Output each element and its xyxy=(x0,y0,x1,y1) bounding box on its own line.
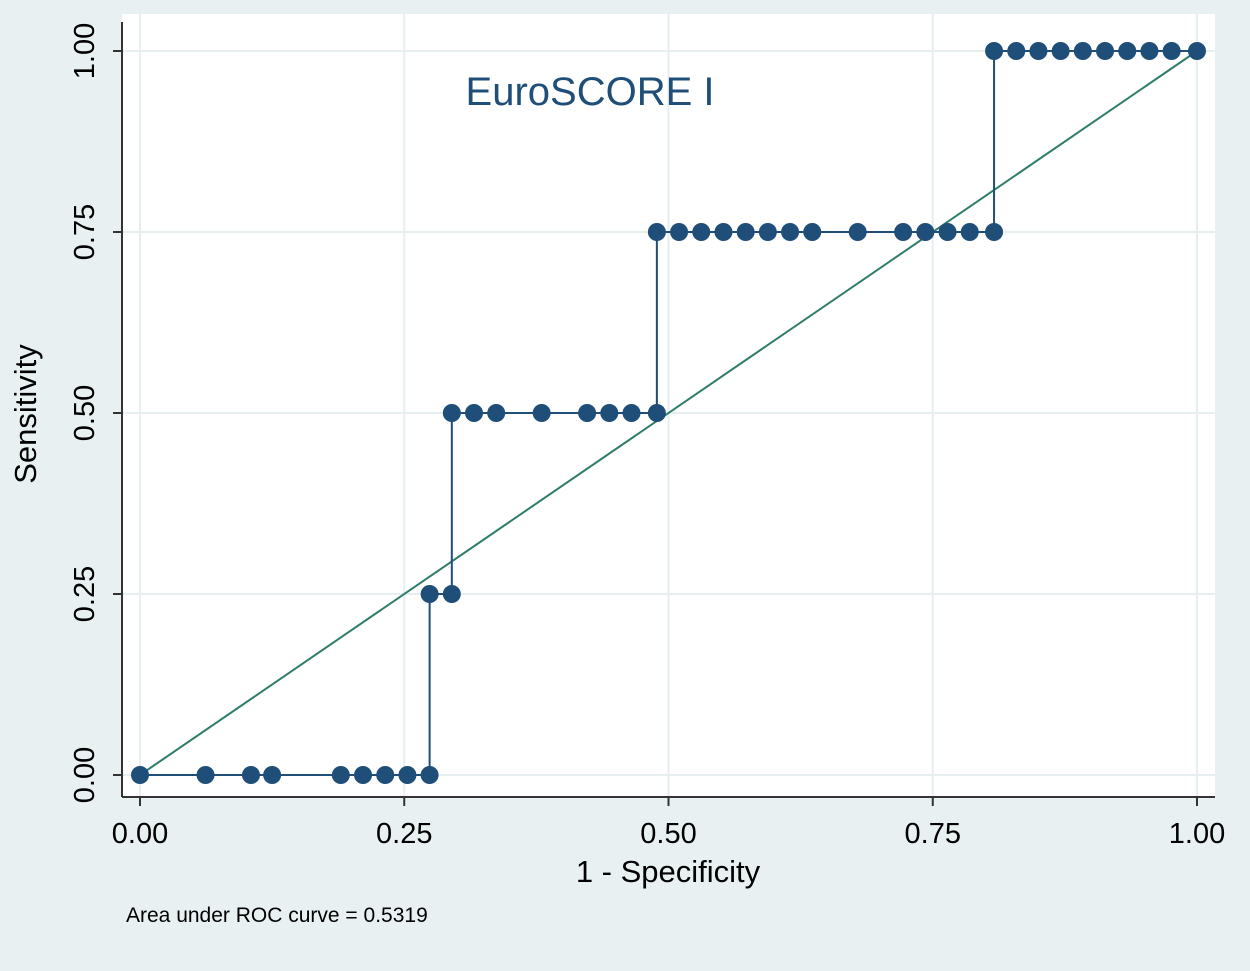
roc-point xyxy=(1051,42,1070,60)
x-tick-label: 0.25 xyxy=(376,818,432,850)
y-tick-label: 1.00 xyxy=(69,23,101,79)
roc-curve-group xyxy=(131,42,1206,784)
reference-line xyxy=(139,50,1198,776)
reference-line-group xyxy=(139,50,1198,776)
roc-point xyxy=(241,766,260,784)
roc-point xyxy=(1073,42,1092,60)
roc-point xyxy=(803,223,822,241)
x-tick-label: 0.75 xyxy=(905,818,961,850)
roc-point xyxy=(758,223,777,241)
roc-point xyxy=(736,223,755,241)
roc-point xyxy=(196,766,215,784)
roc-point xyxy=(960,223,979,241)
roc-point xyxy=(848,223,867,241)
roc-point xyxy=(985,42,1004,60)
y-tick-label: 0.00 xyxy=(69,747,101,803)
roc-point xyxy=(1007,42,1026,60)
roc-point xyxy=(1140,42,1159,60)
y-axis-label: Sensitivity xyxy=(8,344,43,484)
x-tick-label: 0.50 xyxy=(640,818,696,850)
roc-point xyxy=(622,404,641,422)
roc-point xyxy=(420,766,439,784)
roc-point xyxy=(938,223,957,241)
roc-point xyxy=(532,404,551,422)
roc-point xyxy=(263,766,282,784)
roc-point xyxy=(600,404,619,422)
chart-title-annotation: EuroSCORE I xyxy=(466,70,715,114)
roc-point xyxy=(442,585,461,603)
roc-point xyxy=(692,223,711,241)
x-tick-label: 1.00 xyxy=(1169,818,1225,850)
roc-point xyxy=(131,766,149,784)
x-axis-label: 1 - Specificity xyxy=(576,854,761,889)
roc-point xyxy=(1162,42,1181,60)
roc-point xyxy=(916,223,935,241)
roc-point xyxy=(714,223,733,241)
roc-point xyxy=(420,585,439,603)
roc-point xyxy=(781,223,800,241)
x-tick-label: 0.00 xyxy=(112,818,168,850)
roc-point xyxy=(376,766,395,784)
roc-point xyxy=(578,404,597,422)
roc-point xyxy=(1188,42,1206,60)
roc-point xyxy=(354,766,373,784)
ticks: 0.00 0.25 0.50 0.75 1.00 0.00 0.25 0.50 0.75 1.00 xyxy=(69,23,1225,850)
roc-point xyxy=(1029,42,1048,60)
y-tick-label: 0.50 xyxy=(69,385,101,441)
roc-point xyxy=(670,223,689,241)
roc-point xyxy=(487,404,506,422)
roc-point xyxy=(1118,42,1137,60)
roc-point xyxy=(442,404,461,422)
y-tick-label: 0.25 xyxy=(69,566,101,622)
roc-point xyxy=(1096,42,1115,60)
roc-point xyxy=(894,223,913,241)
roc-point xyxy=(331,766,350,784)
auc-note: Area under ROC curve = 0.5319 xyxy=(126,904,428,927)
y-tick-label: 0.75 xyxy=(69,204,101,260)
roc-point xyxy=(465,404,484,422)
roc-point xyxy=(647,404,666,422)
roc-point xyxy=(985,223,1004,241)
roc-point xyxy=(647,223,666,241)
roc-point xyxy=(398,766,417,784)
